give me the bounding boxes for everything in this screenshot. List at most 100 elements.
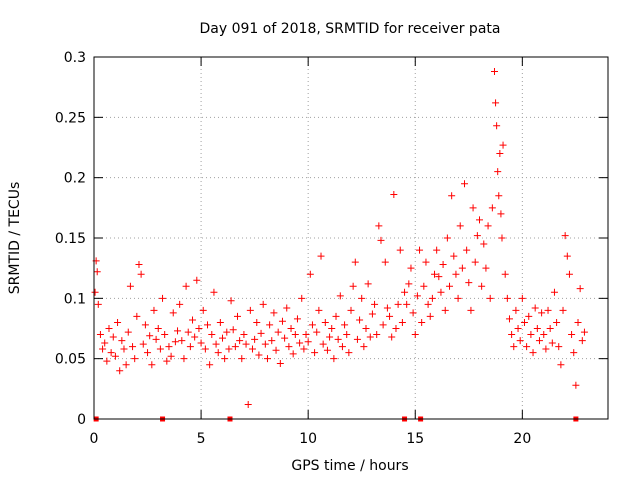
data-point xyxy=(233,312,241,320)
data-point xyxy=(450,252,458,260)
data-point xyxy=(439,261,447,269)
data-point xyxy=(274,328,282,336)
data-point xyxy=(141,321,149,329)
data-point xyxy=(242,340,250,348)
data-point xyxy=(251,335,259,343)
data-point xyxy=(317,252,325,260)
data-point xyxy=(482,264,490,272)
data-point xyxy=(156,345,164,353)
data-point xyxy=(304,338,312,346)
data-point xyxy=(186,343,194,351)
data-point xyxy=(255,351,263,359)
data-point xyxy=(268,337,276,345)
data-point xyxy=(116,367,124,375)
data-point xyxy=(231,343,239,351)
data-point xyxy=(197,339,205,347)
data-point xyxy=(227,297,235,305)
data-point xyxy=(283,304,291,312)
data-points xyxy=(91,67,588,409)
data-point xyxy=(328,325,336,332)
data-point xyxy=(214,349,222,357)
data-point xyxy=(306,270,314,278)
data-point xyxy=(146,332,154,340)
data-point xyxy=(178,337,186,345)
data-point xyxy=(154,325,162,332)
data-point xyxy=(580,328,588,336)
data-point xyxy=(281,334,289,342)
data-point xyxy=(548,339,556,347)
data-point xyxy=(285,343,293,351)
data-point xyxy=(520,318,528,326)
data-point xyxy=(189,316,197,324)
y-tick-label: 0 xyxy=(77,412,86,428)
data-point xyxy=(578,337,586,345)
data-point xyxy=(159,294,167,302)
data-point xyxy=(497,210,505,218)
data-point xyxy=(494,168,502,176)
data-point xyxy=(377,236,385,244)
data-point xyxy=(105,325,113,332)
y-tick-label: 0.15 xyxy=(55,231,86,247)
data-point xyxy=(373,331,381,339)
data-point xyxy=(471,258,479,266)
grid-lines xyxy=(94,57,608,419)
data-point xyxy=(150,306,158,314)
data-point xyxy=(206,361,214,369)
data-point xyxy=(266,321,274,329)
data-point xyxy=(276,359,284,367)
data-point xyxy=(353,335,361,343)
data-point xyxy=(473,232,481,240)
data-point xyxy=(253,318,261,326)
data-point xyxy=(540,331,548,339)
data-point xyxy=(199,306,207,314)
data-point xyxy=(542,345,550,353)
data-point xyxy=(261,340,269,348)
y-axis-ticks: 0 0.05 0.1 0.15 0.2 0.25 0.3 xyxy=(55,50,608,428)
data-point xyxy=(120,345,128,353)
data-point xyxy=(107,349,115,357)
data-point xyxy=(182,282,190,290)
data-point xyxy=(407,264,415,272)
data-point xyxy=(371,300,379,308)
data-point xyxy=(426,312,434,320)
data-point xyxy=(259,300,267,308)
x-axis-label: GPS time / hours xyxy=(291,458,408,474)
data-point xyxy=(338,343,346,351)
y-tick-label: 0.25 xyxy=(55,110,86,126)
data-point xyxy=(351,258,359,266)
data-point xyxy=(379,321,387,329)
data-point xyxy=(544,306,552,314)
data-point xyxy=(174,327,182,335)
data-point xyxy=(418,318,426,326)
data-point xyxy=(437,288,445,296)
data-point xyxy=(403,300,411,308)
data-point xyxy=(401,288,409,296)
data-point xyxy=(302,331,310,339)
data-point xyxy=(496,150,504,158)
data-point xyxy=(550,288,558,296)
data-point xyxy=(137,270,145,278)
data-point xyxy=(490,67,498,75)
data-point xyxy=(133,312,141,320)
x-tick-label: 10 xyxy=(299,431,317,447)
data-point xyxy=(448,192,456,200)
data-point xyxy=(486,294,494,302)
data-point xyxy=(467,306,475,314)
data-point xyxy=(114,318,122,326)
x-tick-label: 5 xyxy=(197,431,206,447)
data-point xyxy=(148,361,156,369)
data-point xyxy=(435,273,443,281)
data-point xyxy=(381,258,389,266)
data-point xyxy=(298,294,306,302)
data-point xyxy=(270,309,278,317)
data-point xyxy=(409,309,417,317)
data-point xyxy=(555,343,563,351)
data-point xyxy=(167,352,175,360)
data-point xyxy=(223,328,231,336)
data-point xyxy=(538,309,546,317)
x-tick-label: 15 xyxy=(406,431,424,447)
data-point xyxy=(516,337,524,345)
data-point xyxy=(501,270,509,278)
data-point xyxy=(495,192,503,200)
y-tick-label: 0.1 xyxy=(64,291,86,307)
